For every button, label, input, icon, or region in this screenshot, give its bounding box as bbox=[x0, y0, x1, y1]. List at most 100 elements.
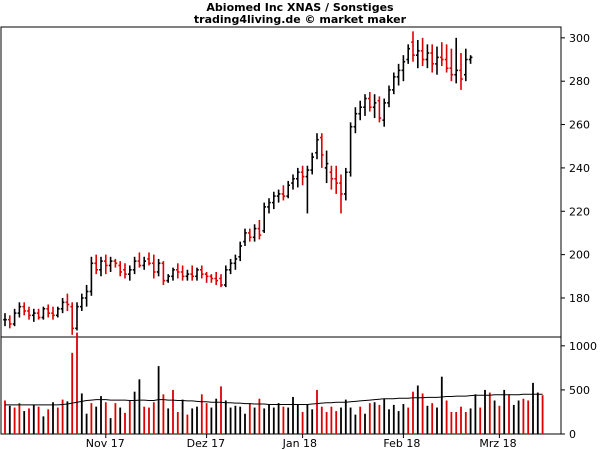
volume-tick-label: 0 bbox=[569, 428, 576, 441]
price-tick-label: 280 bbox=[569, 75, 590, 88]
ohlc-bar bbox=[200, 265, 204, 279]
ohlc-bar bbox=[324, 150, 329, 184]
price-tick-label: 220 bbox=[569, 205, 590, 218]
ohlc-bar bbox=[161, 261, 166, 285]
ohlc-bar bbox=[171, 267, 175, 281]
ohlc-bar bbox=[339, 174, 343, 214]
price-bars bbox=[3, 31, 473, 335]
ohlc-bar bbox=[156, 258, 161, 277]
ohlc-bar bbox=[296, 167, 300, 188]
time-tick-label: Jan 18 bbox=[282, 437, 317, 450]
ohlc-bar bbox=[147, 252, 151, 266]
ohlc-bar bbox=[224, 265, 228, 288]
price-tick-label: 180 bbox=[569, 292, 590, 305]
ohlc-bar bbox=[449, 48, 454, 82]
ohlc-bar bbox=[382, 98, 386, 127]
ohlc-bar bbox=[430, 44, 434, 73]
ohlc-bar bbox=[286, 180, 290, 199]
volume-tick-label: 1000 bbox=[569, 340, 597, 353]
ohlc-bar bbox=[12, 308, 17, 327]
ohlc-bar bbox=[80, 293, 84, 311]
ohlc-bar bbox=[99, 256, 103, 277]
ohlc-bar bbox=[238, 241, 242, 262]
time-tick-label: Nov 17 bbox=[86, 437, 125, 450]
ohlc-bar bbox=[123, 263, 127, 279]
ohlc-bar bbox=[420, 37, 425, 67]
ohlc-bar bbox=[459, 53, 463, 90]
ohlc-bar bbox=[387, 85, 391, 108]
ohlc-bar bbox=[8, 315, 12, 329]
chart-title: Abiomed Inc XNAS / Sonstiges bbox=[206, 1, 394, 14]
time-tick-label: Mrz 18 bbox=[479, 437, 516, 450]
ohlc-bar bbox=[358, 100, 362, 121]
ohlc-bar bbox=[84, 284, 89, 307]
ohlc-bar bbox=[257, 219, 262, 240]
time-tick-label: Dez 17 bbox=[187, 437, 226, 450]
price-panel-frame bbox=[0, 26, 562, 338]
ohlc-bar bbox=[310, 152, 314, 175]
ohlc-bar bbox=[190, 265, 194, 281]
price-tick-label: 200 bbox=[569, 249, 590, 262]
ohlc-bar bbox=[368, 92, 372, 112]
ohlc-bar bbox=[272, 191, 276, 210]
ohlc-bar bbox=[113, 258, 118, 268]
ohlc-bar bbox=[315, 133, 319, 160]
ohlc-bar bbox=[36, 308, 41, 320]
ohlc-bar bbox=[411, 31, 415, 62]
ohlc-bar bbox=[468, 55, 473, 64]
ohlc-bar bbox=[291, 174, 295, 190]
ohlc-bar bbox=[435, 46, 439, 75]
ohlc-bar bbox=[41, 306, 46, 320]
ohlc-bar bbox=[252, 224, 257, 242]
price-tick-label: 260 bbox=[569, 119, 590, 132]
ohlc-bar bbox=[214, 271, 218, 285]
ohlc-bar bbox=[329, 165, 334, 190]
ohlc-bar bbox=[401, 55, 406, 82]
ohlc-bar bbox=[180, 265, 185, 281]
ohlc-bar bbox=[406, 44, 410, 64]
time-tick-label: Feb 18 bbox=[383, 437, 420, 450]
ohlc-bar bbox=[454, 37, 458, 84]
ohlc-bar bbox=[195, 267, 199, 281]
volume-axis: 0 500 1000 bbox=[561, 340, 597, 441]
ohlc-bar bbox=[377, 96, 382, 123]
ohlc-bar bbox=[108, 256, 113, 272]
ohlc-bar bbox=[204, 271, 209, 283]
ohlc-bar bbox=[60, 297, 65, 314]
ohlc-bar bbox=[65, 293, 70, 311]
volume-tick-label: 500 bbox=[569, 384, 590, 397]
ohlc-bar bbox=[300, 165, 305, 186]
ohlc-bar bbox=[51, 306, 55, 320]
ohlc-bar bbox=[344, 167, 348, 201]
ohlc-bar bbox=[425, 44, 430, 69]
volume-average-line bbox=[5, 393, 543, 406]
ohlc-bar bbox=[89, 256, 94, 296]
ohlc-bar bbox=[22, 302, 26, 316]
ohlc-bar bbox=[233, 254, 238, 270]
ohlc-bar bbox=[353, 107, 358, 134]
ohlc-bar bbox=[267, 198, 271, 214]
volume-bars bbox=[4, 332, 544, 434]
ohlc-bar bbox=[305, 165, 310, 214]
ohlc-bar bbox=[56, 306, 60, 318]
ohlc-bar bbox=[70, 302, 74, 335]
ohlc-bar bbox=[176, 263, 180, 279]
ohlc-bar bbox=[363, 94, 367, 116]
ohlc-bar bbox=[464, 48, 468, 82]
ohlc-bar bbox=[396, 63, 401, 86]
ohlc-bar bbox=[440, 42, 444, 67]
ohlc-bar bbox=[248, 228, 252, 242]
price-tick-label: 240 bbox=[569, 162, 590, 175]
ohlc-bar bbox=[219, 274, 223, 288]
ohlc-bar bbox=[3, 313, 7, 327]
ohlc-bar bbox=[46, 304, 50, 318]
time-axis: Nov 17 Dez 17 Jan 18 Feb 18 Mrz 18 bbox=[86, 434, 517, 450]
volume-panel-frame bbox=[0, 336, 562, 435]
ohlc-bar bbox=[152, 254, 156, 279]
ohlc-bar bbox=[32, 308, 36, 322]
ohlc-bar bbox=[166, 274, 170, 283]
ohlc-bar bbox=[128, 265, 132, 281]
ohlc-bar bbox=[137, 252, 142, 268]
ohlc-bar bbox=[281, 185, 286, 201]
